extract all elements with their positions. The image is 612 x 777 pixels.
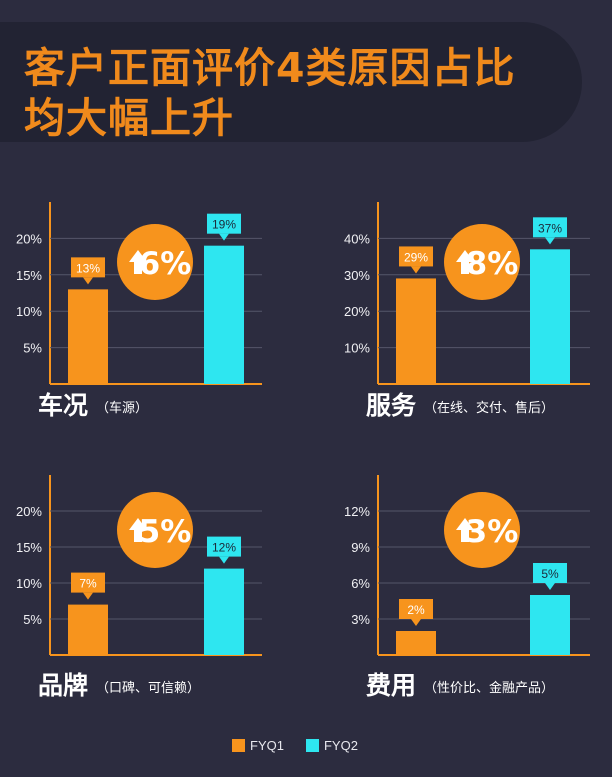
data-label: 13% bbox=[76, 261, 100, 275]
data-label-tag bbox=[207, 213, 241, 234]
y-tick-label: 30% bbox=[344, 268, 370, 283]
arrow-up-icon bbox=[456, 250, 474, 274]
arrow-up-icon bbox=[129, 250, 147, 274]
data-label-tag bbox=[207, 536, 241, 557]
data-label-pointer bbox=[83, 277, 93, 285]
increase-value: 6% bbox=[139, 246, 192, 282]
category-subtitle: （口碑、可信赖） bbox=[96, 680, 200, 696]
legend-label-fyq2: FYQ2 bbox=[323, 738, 358, 753]
bar-fyq2 bbox=[530, 249, 570, 384]
increase-value: 8% bbox=[466, 246, 519, 282]
data-label: 5% bbox=[541, 567, 559, 581]
data-label-pointer bbox=[219, 556, 229, 564]
data-label-pointer bbox=[411, 266, 421, 274]
bar-fyq2 bbox=[204, 568, 244, 655]
data-label: 37% bbox=[538, 221, 562, 235]
arrow-up-icon bbox=[456, 518, 474, 542]
bar-fyq1 bbox=[396, 278, 436, 384]
y-tick-label: 10% bbox=[16, 576, 42, 591]
y-tick-label: 40% bbox=[344, 231, 370, 246]
increase-badge bbox=[117, 492, 193, 568]
legend-label-fyq1: FYQ1 bbox=[250, 738, 284, 753]
data-label-tag bbox=[71, 572, 105, 593]
y-tick-label: 6% bbox=[351, 576, 370, 591]
data-label-pointer bbox=[411, 619, 421, 626]
data-label-pointer bbox=[219, 233, 229, 241]
category-label: 服务 bbox=[366, 391, 416, 420]
y-tick-label: 20% bbox=[344, 304, 370, 319]
data-label-pointer bbox=[83, 592, 93, 600]
y-tick-label: 20% bbox=[16, 504, 42, 519]
legend-swatch-fyq2 bbox=[305, 739, 319, 752]
category-label: 品牌 bbox=[38, 671, 88, 700]
data-label-tag bbox=[399, 246, 433, 267]
page-title-line-2: 均大幅上升 bbox=[24, 94, 234, 142]
legend-item-fyq1: FYQ1 bbox=[232, 738, 284, 753]
y-tick-label: 15% bbox=[16, 540, 42, 555]
y-tick-label: 5% bbox=[23, 612, 42, 627]
bar-fyq2 bbox=[530, 595, 570, 655]
y-tick-label: 5% bbox=[23, 341, 42, 356]
data-label: 29% bbox=[404, 250, 428, 264]
increase-value: 3% bbox=[466, 514, 519, 550]
y-tick-label: 10% bbox=[16, 304, 42, 319]
y-tick-label: 10% bbox=[344, 341, 370, 356]
page-title-line-1: 客户正面评价4类原因占比 bbox=[24, 44, 516, 92]
increase-value: 5% bbox=[139, 514, 192, 550]
legend-swatch-fyq1 bbox=[232, 739, 245, 752]
data-label-tag bbox=[533, 217, 567, 238]
data-label: 19% bbox=[212, 218, 236, 232]
data-label: 12% bbox=[212, 541, 236, 555]
arrow-up-icon bbox=[129, 518, 147, 542]
data-label: 7% bbox=[79, 577, 97, 591]
y-tick-label: 15% bbox=[16, 268, 42, 283]
data-label-tag bbox=[399, 599, 433, 619]
y-tick-label: 3% bbox=[351, 612, 370, 627]
category-subtitle: （车源） bbox=[96, 400, 148, 416]
data-label-pointer bbox=[545, 583, 555, 590]
increase-badge bbox=[444, 492, 520, 568]
bar-fyq1 bbox=[68, 289, 108, 384]
category-subtitle: （在线、交付、售后） bbox=[424, 400, 554, 416]
y-tick-label: 20% bbox=[16, 231, 42, 246]
data-label-tag bbox=[71, 257, 105, 278]
category-subtitle: （性价比、金融产品） bbox=[424, 680, 554, 696]
data-label-pointer bbox=[545, 237, 555, 245]
data-label: 2% bbox=[407, 603, 425, 617]
legend-item-fyq2: FYQ2 bbox=[305, 738, 358, 753]
data-label-tag bbox=[533, 563, 567, 583]
y-tick-label: 9% bbox=[351, 540, 370, 555]
bar-fyq1 bbox=[68, 604, 108, 655]
increase-badge bbox=[117, 224, 193, 300]
category-label: 车况 bbox=[38, 391, 88, 420]
bar-fyq1 bbox=[396, 631, 436, 655]
y-tick-label: 12% bbox=[344, 504, 370, 519]
title-banner bbox=[0, 22, 582, 142]
legend: FYQ1 FYQ2 bbox=[232, 738, 372, 753]
bar-fyq2 bbox=[204, 245, 244, 384]
increase-badge bbox=[444, 224, 520, 300]
category-label: 费用 bbox=[366, 671, 416, 700]
